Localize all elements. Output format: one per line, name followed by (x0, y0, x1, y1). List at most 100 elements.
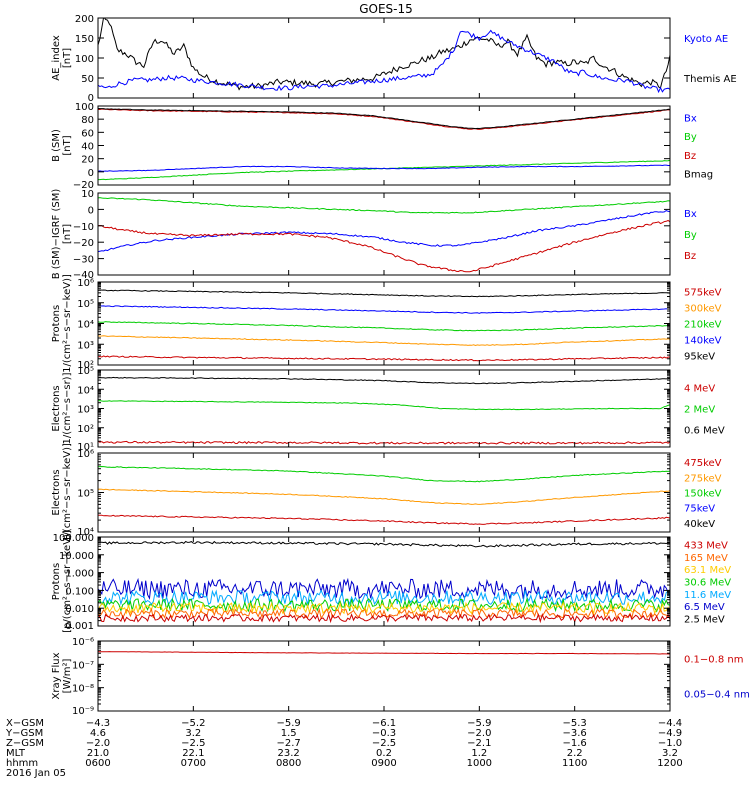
y-axis-label-line: AE_index (51, 35, 62, 81)
y-tick-label: 80 (81, 115, 94, 126)
series-line-Bz (98, 108, 670, 130)
footer-cell-x-gsm: −5.9 (467, 718, 491, 729)
footer-cell-z-gsm: −2.7 (277, 738, 301, 749)
y-tick-label: 0 (88, 205, 94, 216)
y-tick-label: 10² (77, 360, 94, 371)
y-tick-label: 0.001 (65, 621, 94, 632)
legend-label: 0.6 MeV (684, 426, 725, 437)
y-axis-label-line: Electrons (51, 469, 62, 515)
footer-row-label: X−GSM (6, 718, 44, 729)
panel-frame (97, 640, 671, 712)
series-line-63.1-MeV (98, 601, 670, 616)
footer-cell-z-gsm: −2.5 (181, 738, 205, 749)
legend-label: Bmag (684, 170, 713, 181)
footer-cell-hhmm: 0600 (85, 758, 110, 769)
y-tick-label: 10⁵ (77, 489, 94, 500)
panel-frame (97, 192, 671, 276)
legend-label: 210keV (684, 320, 722, 331)
legend-label: 2.5 MeV (684, 615, 725, 626)
legend-label: Themis AE (683, 74, 737, 85)
series-group (98, 18, 670, 94)
panel-protons_mev: 0.0010.0100.1001.00010.000100.000Protons… (51, 530, 731, 633)
panel-xray: 10⁻⁹ 10⁻⁸ 10⁻⁷ 10⁻⁶ Xray Flux [W/m²] 0.1−0.8 n… (51, 637, 750, 717)
legend-label: 475keV (684, 458, 722, 469)
panel-electrons_mev: 10¹ 10² 10³ 10⁴ 10⁵ Electrons 1/(cm²−s−sr)] 4 M… (51, 366, 725, 453)
y-tick-label: 0 (88, 168, 94, 179)
footer-cell-mlt: 0.2 (376, 748, 392, 759)
footer-row-label: Y−GSM (5, 728, 43, 739)
series-group (98, 651, 670, 655)
series-line-0.1-0.8-nm (98, 651, 670, 655)
legend-label: 0.1−0.8 nm (684, 655, 743, 666)
legend-label: 11.6 MeV (684, 590, 731, 601)
y-tick-label: −40 (73, 270, 94, 281)
series-line-2.5-MeV (98, 540, 670, 548)
footer-cell-z-gsm: −1.0 (658, 738, 682, 749)
series-line-By (98, 159, 670, 181)
series-line-210keV (98, 321, 670, 332)
legend-label: Bz (684, 151, 696, 162)
footer-cell-y-gsm: 1.5 (281, 728, 297, 739)
y-tick-label: 10³ (77, 340, 94, 351)
y-axis-units-line: [nT] (62, 48, 73, 68)
y-tick-label: 10 (81, 189, 94, 200)
y-tick-label: 150 (75, 34, 94, 45)
series-group (98, 107, 670, 181)
y-tick-label: 10.000 (59, 551, 94, 562)
panel-bsm: −200 20 40 60 80 100 B (SM) [nT] Bx By Bz Bmag (51, 102, 713, 191)
y-axis-label-line: Xray Flux (51, 652, 62, 699)
y-tick-label: 10¹ (77, 442, 94, 453)
footer-cell-y-gsm: 3.2 (185, 728, 201, 739)
legend-label: 4 MeV (684, 384, 715, 395)
series-group (98, 289, 670, 362)
y-tick-label: 10⁴ (77, 527, 94, 538)
footer-cell-y-gsm: −2.0 (467, 728, 491, 739)
series-line-Bx (98, 210, 670, 253)
series-line-300keV (98, 335, 670, 347)
footer-cell-y-gsm: −0.3 (372, 728, 396, 739)
series-line-Bz (98, 219, 670, 273)
legend-label: 40keV (684, 519, 715, 530)
series-line-275keV (98, 488, 670, 505)
panel-protons_low: 10² 10³ 10⁴ 10⁵ 10⁶ Protons 1/(cm²−s−sr−keV)] 5… (51, 274, 722, 373)
y-tick-label: −30 (73, 255, 94, 266)
y-tick-label: 10⁻⁹ (72, 706, 94, 717)
footer-cell-hhmm: 1000 (467, 758, 492, 769)
footer-cell-mlt: 2.2 (567, 748, 583, 759)
footer-cell-mlt: 23.2 (278, 748, 300, 759)
panel-frame (97, 17, 671, 99)
series-line-Themis-AE (98, 18, 670, 91)
y-tick-label: 1.000 (65, 569, 94, 580)
footer-cell-hhmm: 0800 (276, 758, 301, 769)
footer-cell-z-gsm: −2.1 (467, 738, 491, 749)
y-tick-label: 10⁴ (77, 320, 94, 331)
panel-bsm_igrf: −40 −30 −20 −10 0 10 B (SM)−IGRF (SM) [nT] Bx By B… (51, 189, 697, 281)
legend-label: Bx (684, 113, 697, 124)
legend-label: 150keV (684, 489, 722, 500)
y-axis-label-line: Protons (51, 305, 62, 342)
footer-cell-mlt: 3.2 (662, 748, 678, 759)
series-line-150keV (98, 465, 670, 483)
footer-cell-mlt: 1.2 (471, 748, 487, 759)
footer-cell-y-gsm: −3.6 (563, 728, 587, 739)
footer-cell-hhmm: 0700 (181, 758, 206, 769)
y-tick-label: 10⁵ (77, 366, 94, 377)
footer-cell-hhmm: 0900 (371, 758, 396, 769)
y-axis-label: B (SM) [nT] (51, 129, 73, 162)
y-tick-label: 200 (75, 14, 94, 25)
footer-cell-mlt: 21.0 (87, 748, 109, 759)
y-axis-label: Electrons 1/(cm²−s−sr−keV)] (51, 443, 73, 542)
y-tick-label: −10 (73, 222, 94, 233)
footer-row-label: MLT (6, 748, 26, 759)
footer-cell-z-gsm: −1.6 (563, 738, 587, 749)
footer-cell-hhmm: 1200 (657, 758, 682, 769)
footer-cell-x-gsm: −6.1 (372, 718, 396, 729)
series-group (98, 376, 670, 445)
legend-label: 2 MeV (684, 405, 715, 416)
legend-label: By (684, 230, 697, 241)
footer-cell-x-gsm: −5.3 (563, 718, 587, 729)
y-tick-label: 0 (88, 93, 94, 104)
legend-label: 63.1 MeV (684, 565, 731, 576)
legend-label: 433 MeV (684, 540, 728, 551)
